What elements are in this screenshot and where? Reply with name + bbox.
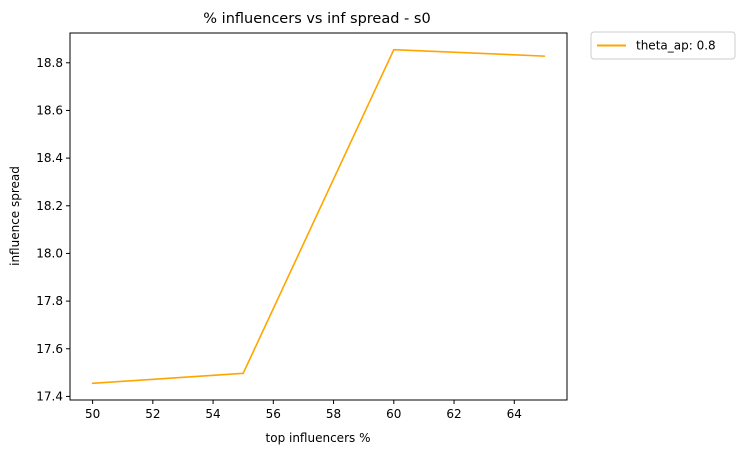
- x-tick-label: 56: [266, 407, 281, 421]
- y-tick-label: 17.6: [36, 342, 63, 356]
- chart-title: % influencers vs inf spread - s0: [203, 11, 430, 27]
- y-tick-label: 17.8: [36, 294, 63, 308]
- y-tick-label: 18.6: [36, 103, 63, 117]
- y-axis-label: influence spread: [8, 166, 22, 266]
- x-tick-label: 62: [446, 407, 461, 421]
- x-axis: 50 52 54 56 58 60 62 64: [85, 400, 522, 421]
- series-line: [92, 48, 545, 385]
- legend: theta_ap: 0.8: [590, 31, 736, 60]
- y-tick-label: 18.4: [36, 151, 63, 165]
- x-tick-label: 52: [145, 407, 160, 421]
- y-tick-label: 18.0: [36, 246, 63, 260]
- x-axis-label: top influencers %: [266, 431, 371, 445]
- y-tick-label: 17.4: [36, 389, 63, 403]
- x-tick-label: 54: [205, 407, 220, 421]
- x-tick-label: 64: [507, 407, 522, 421]
- legend-box: [590, 31, 736, 60]
- data-point: [393, 48, 395, 51]
- data-point: [242, 372, 244, 375]
- data-point: [543, 55, 546, 57]
- series-layer: [91, 48, 546, 385]
- y-tick-label: 18.8: [36, 56, 63, 70]
- plot-area: [69, 32, 568, 401]
- data-point: [91, 382, 94, 385]
- x-tick-label: 58: [326, 407, 341, 421]
- legend-label: theta_ap: 0.8: [636, 39, 716, 53]
- y-tick-label: 18.2: [36, 199, 63, 213]
- y-axis: 17.4 17.6 17.8 18.0 18.2 18.4 18.6 18.8: [36, 56, 70, 403]
- x-tick-label: 60: [386, 407, 401, 421]
- x-tick-label: 50: [85, 407, 100, 421]
